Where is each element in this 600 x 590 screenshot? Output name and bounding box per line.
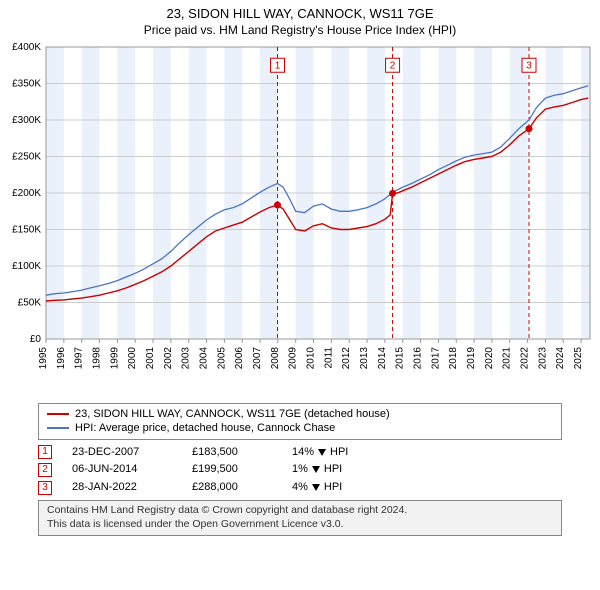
svg-text:2007: 2007	[252, 347, 263, 370]
marker-delta-pct: 14%	[292, 444, 314, 462]
svg-text:2013: 2013	[359, 347, 370, 370]
svg-text:2023: 2023	[537, 347, 548, 370]
chart-subtitle: Price paid vs. HM Land Registry's House …	[10, 23, 590, 37]
svg-text:2: 2	[390, 60, 396, 71]
svg-text:2009: 2009	[288, 347, 299, 370]
svg-text:2001: 2001	[145, 347, 156, 370]
legend-item: 23, SIDON HILL WAY, CANNOCK, WS11 7GE (d…	[47, 407, 553, 421]
svg-text:2015: 2015	[395, 347, 406, 370]
svg-text:2008: 2008	[270, 347, 281, 370]
marker-delta: 4% HPI	[292, 479, 342, 497]
svg-text:1996: 1996	[56, 347, 67, 370]
marker-table: 1 23-DEC-2007 £183,500 14% HPI 2 06-JUN-2014 £1…	[38, 444, 562, 497]
marker-price: £288,000	[192, 479, 272, 497]
chart-header: 23, SIDON HILL WAY, CANNOCK, WS11 7GE Pr…	[0, 0, 600, 39]
svg-text:£0: £0	[30, 334, 42, 345]
svg-text:£250K: £250K	[12, 152, 41, 163]
svg-text:£100K: £100K	[12, 261, 41, 272]
legend-swatch	[47, 413, 69, 415]
svg-text:1995: 1995	[38, 347, 49, 370]
marker-row: 1 23-DEC-2007 £183,500 14% HPI	[38, 444, 562, 462]
chart-area: £0 £50K £100K £150K £200K £250K £300K £350K £400…	[0, 39, 600, 399]
svg-text:£150K: £150K	[12, 225, 41, 236]
svg-text:3: 3	[526, 60, 532, 71]
svg-text:2024: 2024	[555, 347, 566, 370]
svg-text:2019: 2019	[466, 347, 477, 370]
marker-delta: 14% HPI	[292, 444, 348, 462]
svg-text:£200K: £200K	[12, 188, 41, 199]
svg-text:2010: 2010	[306, 347, 317, 370]
svg-text:2003: 2003	[181, 347, 192, 370]
marker-date: 28-JAN-2022	[72, 479, 172, 497]
legend-item: HPI: Average price, detached house, Cann…	[47, 421, 553, 435]
svg-text:£400K: £400K	[12, 42, 41, 53]
svg-text:2016: 2016	[413, 347, 424, 370]
svg-text:£50K: £50K	[18, 298, 42, 309]
svg-text:2004: 2004	[199, 347, 210, 370]
arrow-down-icon	[312, 466, 320, 473]
svg-text:2005: 2005	[216, 347, 227, 370]
marker-delta-pct: 1%	[292, 461, 308, 479]
svg-text:2021: 2021	[502, 347, 513, 370]
legend-label: HPI: Average price, detached house, Cann…	[75, 421, 335, 435]
marker-delta-suffix: HPI	[324, 479, 342, 497]
marker-date: 23-DEC-2007	[72, 444, 172, 462]
arrow-down-icon	[318, 449, 326, 456]
svg-text:2020: 2020	[484, 347, 495, 370]
svg-text:1997: 1997	[74, 347, 85, 370]
marker-delta-suffix: HPI	[324, 461, 342, 479]
svg-text:2012: 2012	[341, 347, 352, 370]
svg-text:2002: 2002	[163, 347, 174, 370]
footer-line-2: This data is licensed under the Open Gov…	[47, 518, 553, 532]
svg-text:1998: 1998	[92, 347, 103, 370]
svg-text:2017: 2017	[430, 347, 441, 370]
marker-delta-suffix: HPI	[330, 444, 348, 462]
chart-title: 23, SIDON HILL WAY, CANNOCK, WS11 7GE	[10, 6, 590, 21]
legend-label: 23, SIDON HILL WAY, CANNOCK, WS11 7GE (d…	[75, 407, 390, 421]
svg-text:2022: 2022	[520, 347, 531, 370]
marker-price: £199,500	[192, 461, 272, 479]
svg-text:£350K: £350K	[12, 79, 41, 90]
svg-text:2025: 2025	[573, 347, 584, 370]
marker-row: 2 06-JUN-2014 £199,500 1% HPI	[38, 461, 562, 479]
marker-badge: 1	[38, 445, 52, 459]
svg-text:2000: 2000	[127, 347, 138, 370]
svg-text:2011: 2011	[323, 347, 334, 369]
marker-badge: 3	[38, 481, 52, 495]
legend: 23, SIDON HILL WAY, CANNOCK, WS11 7GE (d…	[38, 403, 562, 440]
line-chart: £0 £50K £100K £150K £200K £250K £300K £350K £400…	[0, 39, 600, 399]
svg-text:1999: 1999	[109, 347, 120, 370]
footer-line-1: Contains HM Land Registry data © Crown c…	[47, 504, 553, 518]
marker-date: 06-JUN-2014	[72, 461, 172, 479]
arrow-down-icon	[312, 484, 320, 491]
svg-text:2006: 2006	[234, 347, 245, 370]
marker-price: £183,500	[192, 444, 272, 462]
marker-delta-pct: 4%	[292, 479, 308, 497]
svg-text:2014: 2014	[377, 347, 388, 370]
marker-row: 3 28-JAN-2022 £288,000 4% HPI	[38, 479, 562, 497]
svg-text:£300K: £300K	[12, 115, 41, 126]
svg-text:1: 1	[275, 60, 281, 71]
svg-text:2018: 2018	[448, 347, 459, 370]
legend-swatch	[47, 427, 69, 429]
marker-badge: 2	[38, 463, 52, 477]
attribution-footer: Contains HM Land Registry data © Crown c…	[38, 500, 562, 535]
marker-delta: 1% HPI	[292, 461, 342, 479]
